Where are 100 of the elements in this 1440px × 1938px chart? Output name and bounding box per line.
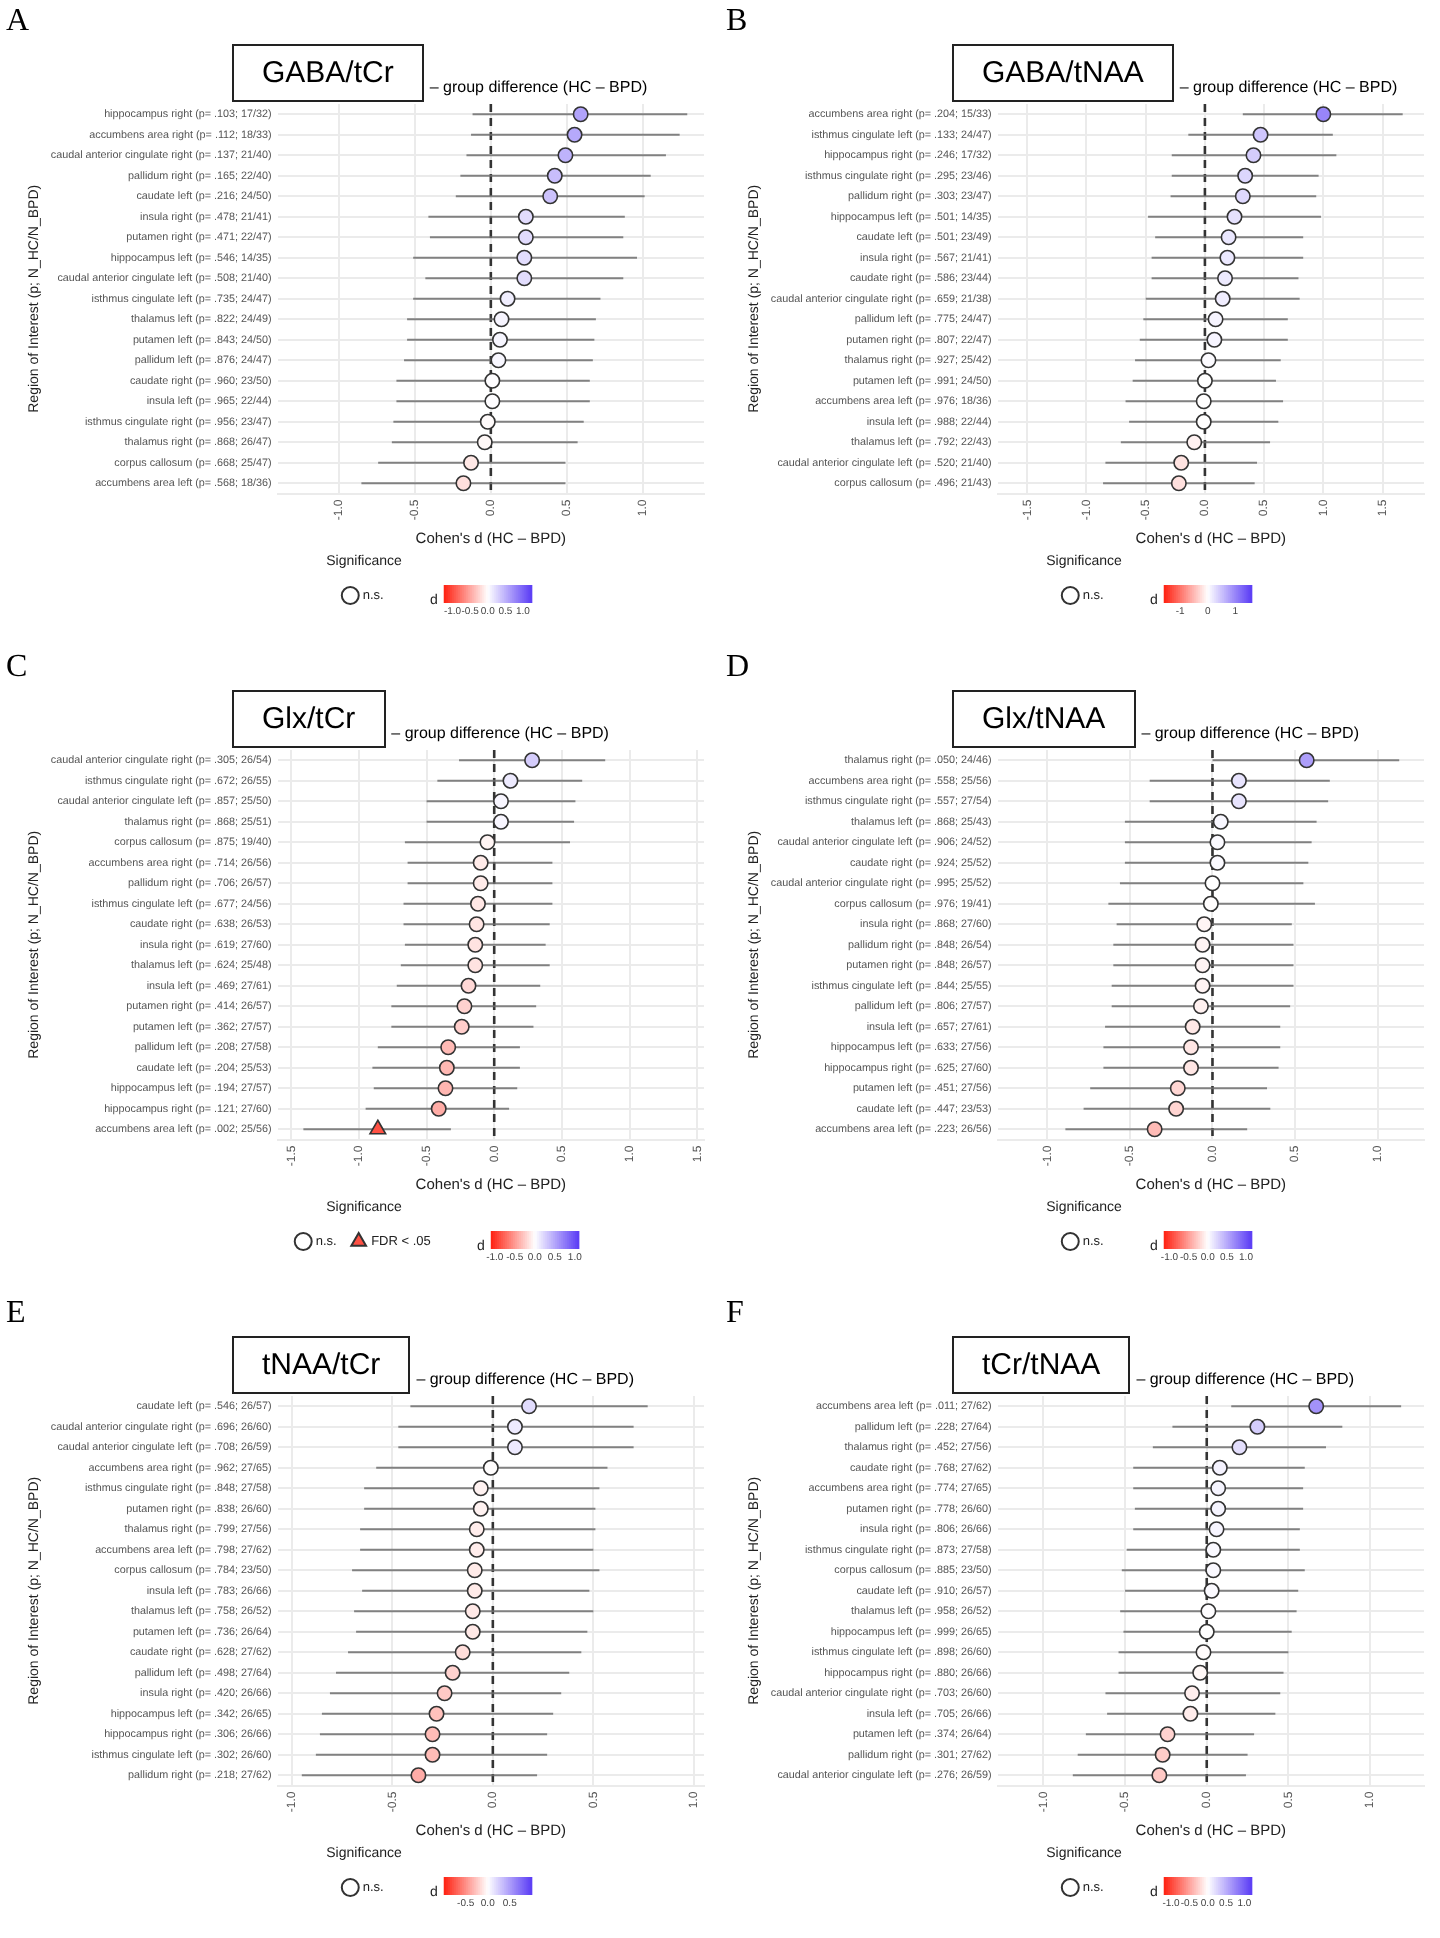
point — [1203, 1582, 1220, 1599]
point — [1230, 793, 1247, 810]
chart-title: tNAA/tCr — [232, 1336, 411, 1394]
point — [463, 454, 480, 471]
point — [521, 1398, 538, 1415]
point — [466, 1562, 483, 1579]
chart-title: GABA/tNAA — [952, 44, 1174, 102]
point — [517, 208, 534, 225]
chart-subtitle: – group difference (HC – BPD) — [416, 1370, 634, 1388]
point — [1231, 1439, 1248, 1456]
point — [1192, 1664, 1209, 1681]
point — [469, 895, 486, 912]
point — [437, 1080, 454, 1097]
text: B — [726, 4, 748, 40]
point — [476, 434, 493, 451]
point — [468, 916, 485, 933]
point — [566, 126, 583, 143]
point — [1245, 147, 1262, 164]
chart-subtitle: – group difference (HC – BPD) — [1136, 1370, 1354, 1388]
point — [1183, 1039, 1199, 1056]
point — [492, 793, 509, 810]
point — [430, 1100, 447, 1117]
text: F — [726, 1296, 744, 1332]
point — [1230, 772, 1247, 789]
point — [1196, 916, 1213, 933]
text: E — [6, 1296, 26, 1332]
point — [1184, 1018, 1201, 1035]
point — [472, 1480, 489, 1497]
point — [1217, 270, 1234, 287]
point — [468, 1541, 485, 1558]
chart-title: tCr/tNAA — [952, 1336, 1131, 1394]
point — [1212, 813, 1229, 830]
point — [479, 413, 496, 430]
text: D — [726, 650, 750, 686]
point — [1195, 393, 1212, 410]
chart-title: Glx/tNAA — [952, 690, 1136, 748]
point — [424, 1726, 441, 1743]
point — [1210, 1500, 1227, 1517]
point — [490, 352, 507, 369]
point — [464, 1623, 481, 1640]
point — [1205, 1562, 1222, 1579]
point — [1194, 977, 1211, 994]
point — [1204, 875, 1221, 892]
point — [1169, 1080, 1186, 1097]
point — [1220, 229, 1237, 246]
point — [1211, 1459, 1228, 1476]
point — [479, 834, 496, 851]
point — [1237, 167, 1254, 184]
point — [1186, 434, 1203, 451]
point — [472, 875, 489, 892]
point — [1194, 957, 1211, 974]
point — [1195, 413, 1212, 430]
point — [1200, 1603, 1217, 1620]
point — [369, 1119, 387, 1135]
point — [1198, 1623, 1215, 1640]
point — [492, 813, 509, 830]
point — [1173, 454, 1190, 471]
point — [1208, 1521, 1225, 1538]
point — [424, 1746, 441, 1763]
point — [502, 772, 519, 789]
point — [468, 1521, 485, 1538]
point — [524, 752, 541, 769]
chart-title: Glx/tCr — [232, 690, 386, 748]
point — [499, 290, 516, 307]
point — [410, 1767, 427, 1784]
point — [1209, 834, 1226, 851]
point — [1184, 1685, 1201, 1702]
point — [472, 1500, 489, 1517]
chart-title: GABA/tCr — [232, 44, 424, 102]
text: A — [6, 4, 30, 40]
point — [572, 106, 589, 123]
point — [1226, 208, 1243, 225]
point — [1234, 188, 1251, 205]
point — [1200, 352, 1217, 369]
point — [491, 331, 508, 348]
point — [484, 393, 501, 410]
point — [1205, 1541, 1222, 1558]
point — [1315, 106, 1332, 123]
point — [516, 249, 533, 266]
point — [493, 311, 510, 328]
point — [557, 147, 574, 164]
point — [436, 1685, 453, 1702]
point — [516, 270, 533, 287]
point — [1196, 372, 1213, 389]
point — [1182, 1705, 1199, 1722]
point — [1170, 475, 1187, 492]
chart-subtitle: – group difference (HC – BPD) — [429, 78, 648, 96]
point — [484, 372, 501, 389]
point — [1146, 1121, 1163, 1138]
point — [1298, 752, 1315, 769]
point — [444, 1664, 461, 1681]
point — [1214, 290, 1231, 307]
point — [460, 977, 477, 994]
chart-subtitle: – group difference (HC – BPD) — [1141, 724, 1359, 742]
point — [1154, 1746, 1171, 1763]
point — [467, 957, 484, 974]
point — [464, 1603, 481, 1620]
point — [482, 1459, 499, 1476]
point — [1308, 1398, 1325, 1415]
point — [1168, 1100, 1185, 1117]
